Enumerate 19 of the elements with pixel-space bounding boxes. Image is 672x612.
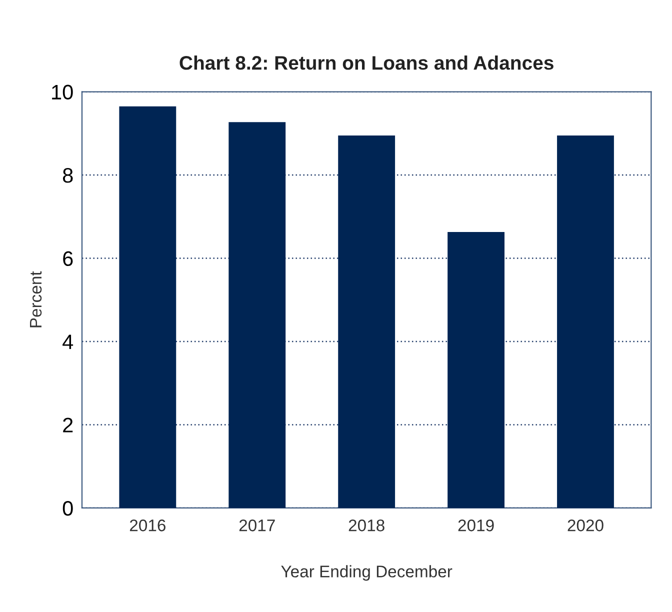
y-tick-label: 0 <box>62 500 73 516</box>
bar <box>557 135 614 508</box>
x-tick-label: 2017 <box>239 520 275 532</box>
chart-title: Chart 8.2: Return on Loans and Adances <box>180 55 554 70</box>
y-tick-label: 10 <box>52 84 73 100</box>
x-axis-title: Year Ending December <box>281 565 452 581</box>
y-tick-label: 4 <box>62 334 74 350</box>
bar <box>119 106 176 508</box>
x-tick-label: 2020 <box>568 520 604 532</box>
bar <box>448 232 504 508</box>
bar <box>228 122 286 508</box>
y-tick-label: 6 <box>63 251 73 266</box>
y-axis-title: Percent <box>30 271 42 328</box>
x-tick-label: 2019 <box>458 520 494 532</box>
x-tick-label: 2018 <box>348 520 384 532</box>
y-tick-label: 8 <box>62 168 73 183</box>
y-tick-label: 2 <box>63 418 73 432</box>
x-tick-label: 2016 <box>130 520 166 532</box>
bar <box>338 135 396 508</box>
